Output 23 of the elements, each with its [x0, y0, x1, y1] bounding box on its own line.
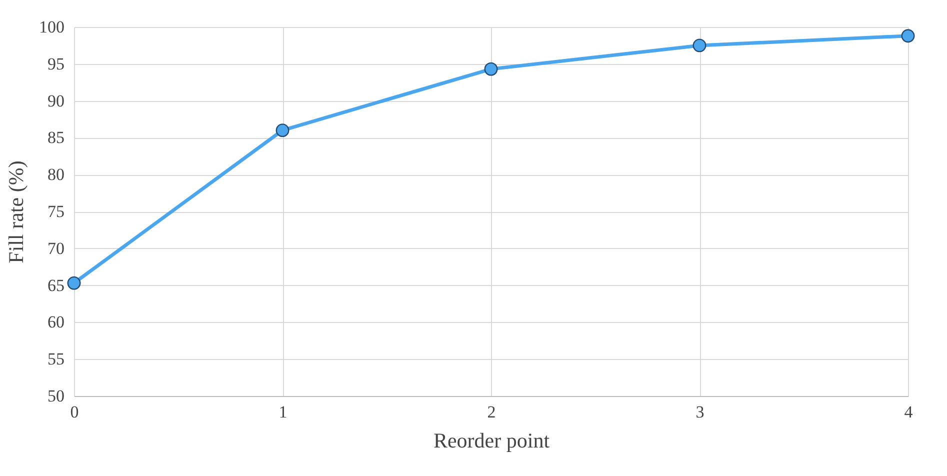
x-tick-label: 0 — [70, 402, 79, 422]
y-tick-label: 50 — [48, 386, 64, 406]
y-tick-label: 55 — [48, 350, 64, 369]
y-tick-label: 65 — [48, 276, 64, 295]
y-tick-label: 85 — [48, 128, 64, 148]
y-tick-label: 80 — [48, 165, 64, 184]
y-tick-label: 75 — [48, 202, 64, 221]
x-tick-label: 1 — [278, 402, 288, 422]
y-axis-title: Fill rate (%) — [4, 160, 28, 264]
point — [692, 38, 706, 52]
y-tick-label: 60 — [48, 312, 64, 332]
x-tick-label: 3 — [696, 402, 704, 422]
y-tick-label: 70 — [48, 238, 64, 258]
y-tick-label: 95 — [48, 54, 64, 74]
point — [276, 124, 290, 138]
x-tick-label: 2 — [487, 402, 496, 422]
x-tick-label: 4 — [904, 402, 914, 422]
point — [67, 276, 81, 290]
point — [484, 62, 498, 76]
point — [901, 29, 915, 43]
y-tick-label: 100 — [39, 18, 64, 36]
y-tick-label: 90 — [48, 91, 64, 110]
x-axis-title: Reorder point — [433, 428, 550, 452]
